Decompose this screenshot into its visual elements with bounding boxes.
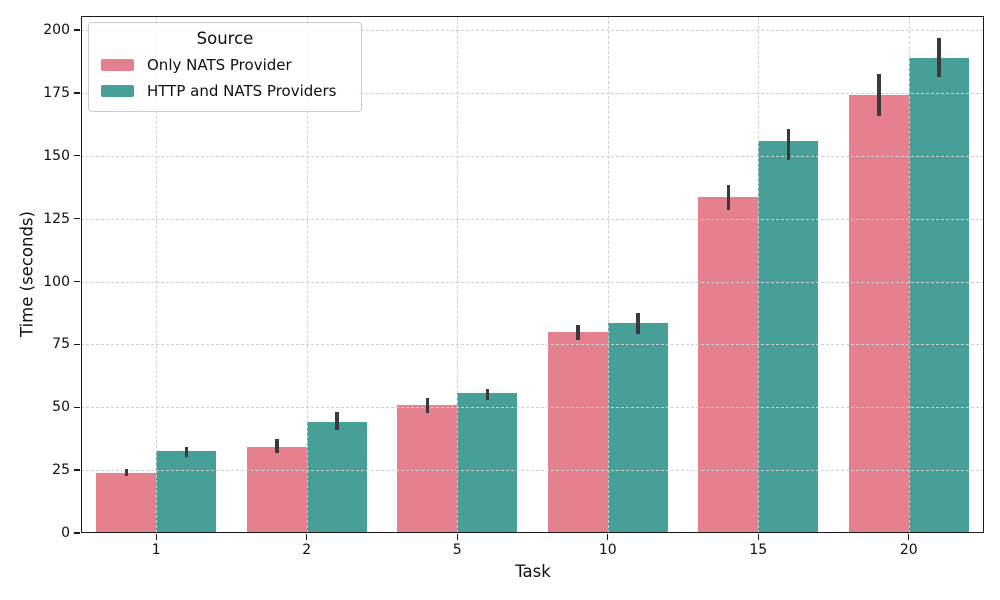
- gridline-x-10: [607, 16, 609, 533]
- y-tick-label: 0: [61, 525, 70, 541]
- y-tick-mark: [74, 469, 80, 471]
- bar-only-nats-provider-task-1: [96, 472, 157, 533]
- bar-only-nats-provider-task-2: [246, 446, 307, 533]
- x-tick-label: 20: [899, 542, 918, 558]
- y-tick-label: 50: [52, 399, 70, 416]
- gridline-y-25: [81, 470, 984, 472]
- bar-http-and-nats-providers-task-15: [758, 141, 819, 533]
- y-axis-label: Time (seconds): [17, 211, 37, 337]
- legend-swatch-icon: [101, 85, 134, 97]
- gridline-y-150: [81, 155, 984, 157]
- x-tick-label: 10: [598, 542, 617, 558]
- x-tick-label: 2: [302, 542, 312, 558]
- y-tick-mark: [74, 29, 80, 31]
- error-bar: [636, 312, 640, 334]
- y-tick-mark: [74, 92, 80, 94]
- legend-item-label: HTTP and NATS Providers: [147, 82, 337, 100]
- bar-only-nats-provider-task-5: [397, 405, 458, 533]
- bar-http-and-nats-providers-task-20: [908, 57, 969, 533]
- gridline-y-175: [81, 92, 984, 94]
- plot-area: [81, 16, 984, 533]
- error-bar: [124, 469, 128, 476]
- gridline-x-15: [758, 16, 760, 533]
- y-tick-label: 125: [43, 210, 70, 227]
- bar-http-and-nats-providers-task-1: [156, 451, 217, 533]
- gridline-x-20: [908, 16, 910, 533]
- error-bar: [485, 388, 489, 400]
- y-tick-mark: [74, 155, 80, 157]
- error-bar: [786, 129, 790, 161]
- legend-item-label: Only NATS Provider: [147, 56, 292, 74]
- bar-http-and-nats-providers-task-5: [457, 393, 518, 533]
- y-tick-mark: [74, 218, 80, 220]
- y-tick-label: 175: [43, 84, 70, 101]
- y-tick-mark: [74, 343, 80, 346]
- y-tick-mark: [74, 532, 80, 534]
- y-tick-mark: [74, 406, 80, 408]
- x-tick-mark: [306, 534, 308, 540]
- x-tick-mark: [155, 534, 157, 540]
- x-tick-mark: [607, 534, 609, 540]
- gridline-y-200: [81, 30, 984, 32]
- x-tick-label: 15: [749, 542, 768, 558]
- error-bar: [877, 74, 881, 116]
- y-tick-label: 25: [52, 462, 70, 479]
- x-tick-mark: [908, 534, 910, 540]
- error-bar: [576, 324, 580, 340]
- y-tick-label: 200: [43, 22, 70, 39]
- bar-http-and-nats-providers-task-10: [607, 323, 668, 533]
- x-tick-label: 5: [452, 542, 462, 558]
- legend: Source Only NATS Provider HTTP and NATS …: [88, 22, 362, 112]
- x-tick-label: 1: [151, 542, 161, 558]
- legend-title: Source: [196, 29, 254, 48]
- y-tick-label: 150: [43, 147, 70, 164]
- error-bar: [937, 38, 941, 77]
- gridline-y-125: [81, 218, 984, 220]
- legend-swatch-icon: [101, 59, 134, 71]
- bar-http-and-nats-providers-task-2: [306, 422, 367, 533]
- gridline-y-100: [81, 281, 984, 283]
- legend-item: HTTP and NATS Providers: [97, 78, 353, 104]
- y-tick-label: 100: [43, 273, 70, 290]
- legend-item: Only NATS Provider: [97, 52, 353, 78]
- bar-only-nats-provider-task-10: [547, 332, 608, 533]
- error-bar: [726, 185, 730, 210]
- gridline-y-75: [81, 344, 984, 346]
- gridline-x-1: [156, 16, 158, 533]
- error-bar: [275, 439, 279, 454]
- error-bar: [184, 447, 188, 458]
- error-bar: [425, 397, 429, 413]
- y-tick-label: 75: [52, 336, 70, 353]
- gridline-y-50: [81, 407, 984, 409]
- bar-only-nats-provider-task-15: [698, 197, 759, 533]
- x-tick-mark: [456, 534, 458, 540]
- y-tick-mark: [74, 280, 80, 283]
- error-bar: [335, 411, 339, 430]
- x-tick-mark: [757, 534, 759, 540]
- gridline-x-5: [457, 16, 459, 533]
- bar-only-nats-provider-task-20: [848, 95, 909, 533]
- gridline-x-2: [306, 16, 308, 533]
- x-axis-label: Task: [515, 562, 551, 581]
